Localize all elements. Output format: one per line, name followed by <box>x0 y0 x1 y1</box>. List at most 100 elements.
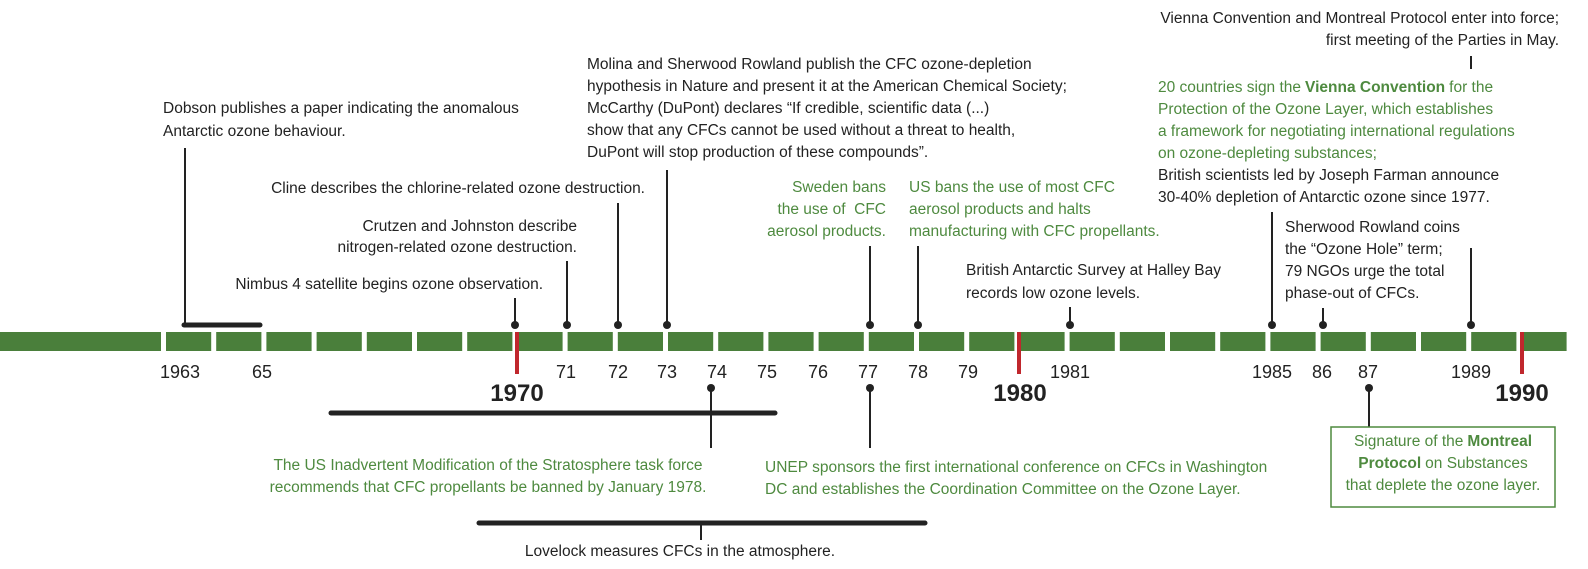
decade-mark <box>515 332 519 374</box>
event-text: Signature of the Montreal <box>1354 433 1532 450</box>
year: 78 <box>908 362 928 382</box>
event-text: manufacturing with CFC propellants. <box>909 223 1160 240</box>
segment-gap <box>863 331 869 352</box>
event-text: 30-40% depletion of Antarctic ozone sinc… <box>1158 189 1490 206</box>
year: 1980 <box>993 380 1046 407</box>
event-text: Dobson publishes a paper indicating the … <box>163 100 519 117</box>
event-dot <box>563 321 571 329</box>
event-text: records low ozone levels. <box>966 285 1140 302</box>
event-text: Lovelock measures CFCs in the atmosphere… <box>525 543 835 560</box>
event-text: Sweden bans <box>792 179 886 196</box>
event-text: that deplete the ozone layer. <box>1346 477 1541 494</box>
event-dot <box>1365 384 1373 392</box>
segment-gap <box>914 331 919 352</box>
highlight-box <box>1330 426 1556 508</box>
segment-gap <box>1516 331 1522 352</box>
event-dot <box>914 321 922 329</box>
event-text: McCarthy (DuPont) declares “If credible,… <box>587 100 989 117</box>
event-text: on ozone-depleting substances; <box>1158 145 1377 162</box>
year: 1985 <box>1252 362 1292 382</box>
segment-gap <box>1466 331 1472 352</box>
event-dot <box>1268 321 1276 329</box>
event-text: the “Ozone Hole” term; <box>1285 241 1443 258</box>
segment-gap <box>1165 331 1170 352</box>
event-text: 20 countries sign the Vienna Convention fo… <box>1158 79 1493 96</box>
decade-mark <box>1017 332 1021 374</box>
segment-gap <box>763 331 769 352</box>
segment-gap <box>311 331 317 352</box>
year: 1970 <box>490 380 543 407</box>
event-text: hypothesis in Nature and present it at t… <box>587 78 1067 95</box>
decade-mark <box>1520 332 1524 374</box>
event-dot <box>614 321 622 329</box>
year: 72 <box>608 362 628 382</box>
event-text: 79 NGOs urge the total <box>1285 263 1444 280</box>
segment-gap <box>211 331 217 352</box>
year: 77 <box>858 362 878 382</box>
event-text: phase-out of CFCs. <box>1285 285 1419 302</box>
event-text: the use of CFC <box>777 201 886 218</box>
segment-gap <box>663 331 668 352</box>
year: 79 <box>958 362 978 382</box>
segment-gap <box>713 331 719 352</box>
year: 71 <box>556 362 576 382</box>
segment-gap <box>161 331 166 352</box>
segment-gap <box>1215 331 1221 352</box>
event-text: Antarctic ozone behaviour. <box>163 123 346 140</box>
event-dot <box>866 384 874 392</box>
event-text: DuPont will stop production of these com… <box>587 144 928 161</box>
year: 86 <box>1312 362 1332 382</box>
event-dot <box>866 321 874 329</box>
event-text: recommends that CFC propellants be banne… <box>270 479 707 496</box>
event-text: DC and establishes the Coordination Comm… <box>765 481 1241 498</box>
event-dot <box>1319 321 1327 329</box>
segment-gap <box>512 331 518 352</box>
event-dot <box>1066 321 1074 329</box>
event-text: Cline describes the chlorine-related ozo… <box>271 180 645 197</box>
event-text: Nimbus 4 satellite begins ozone observat… <box>235 276 543 293</box>
segment-gap <box>1064 331 1070 352</box>
year: 1963 <box>160 362 200 382</box>
event-text: Protocol on Substances <box>1358 455 1528 472</box>
segment-gap <box>361 331 367 352</box>
event-dot <box>663 321 671 329</box>
event-text: British Antarctic Survey at Halley Bay <box>966 262 1221 279</box>
segment-gap <box>1315 331 1321 352</box>
year: 87 <box>1358 362 1378 382</box>
event-text: nitrogen-related ozone destruction. <box>337 239 577 256</box>
event-text: show that any CFCs cannot be used withou… <box>587 122 1015 139</box>
year: 76 <box>808 362 828 382</box>
year: 73 <box>657 362 677 382</box>
event-text: aerosol products and halts <box>909 201 1091 218</box>
segment-gap <box>1114 331 1120 352</box>
event-text: UNEP sponsors the first international co… <box>765 459 1267 476</box>
segment-gap <box>462 331 468 352</box>
timeline-bar <box>0 332 1568 351</box>
segment-gap <box>1365 331 1371 352</box>
segment-gap <box>1416 331 1421 352</box>
segment-gap <box>813 331 819 352</box>
event-text: a framework for negotiating internationa… <box>1158 123 1515 140</box>
year: 75 <box>757 362 777 382</box>
event-dot <box>511 321 519 329</box>
segment-gap <box>964 331 970 352</box>
event-text: British scientists led by Joseph Farman … <box>1158 167 1499 184</box>
event-text: first meeting of the Parties in May. <box>1326 32 1559 49</box>
event-text: aerosol products. <box>767 223 886 240</box>
event-text: Crutzen and Johnston describe <box>362 218 577 235</box>
segment-gap <box>1566 331 1572 352</box>
event-text: The US Inadvertent Modification of the S… <box>273 457 702 474</box>
event-dot <box>1467 321 1475 329</box>
event-text: US bans the use of most CFC <box>909 179 1115 196</box>
event-text: Sherwood Rowland coins <box>1285 219 1460 236</box>
segment-gap <box>1265 331 1271 352</box>
year: 1981 <box>1050 362 1090 382</box>
segment-gap <box>412 331 417 352</box>
event-text: Protection of the Ozone Layer, which est… <box>1158 101 1493 118</box>
year: 74 <box>707 362 727 382</box>
event-text: Vienna Convention and Montreal Protocol … <box>1160 10 1559 27</box>
event-dot <box>707 384 715 392</box>
year: 1989 <box>1451 362 1491 382</box>
segment-gap <box>562 331 568 352</box>
